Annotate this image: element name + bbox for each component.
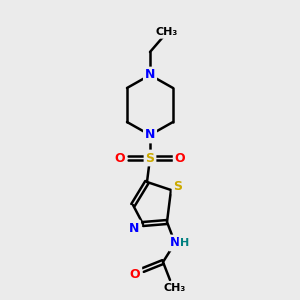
Text: O: O xyxy=(175,152,185,164)
Text: H: H xyxy=(180,238,190,248)
Text: N: N xyxy=(145,68,155,82)
Text: S: S xyxy=(146,152,154,164)
Text: O: O xyxy=(130,268,140,281)
Text: O: O xyxy=(115,152,125,164)
Text: S: S xyxy=(173,181,182,194)
Text: CH₃: CH₃ xyxy=(164,283,186,293)
Text: N: N xyxy=(129,221,139,235)
Text: N: N xyxy=(170,236,180,250)
Text: CH₃: CH₃ xyxy=(156,27,178,37)
Text: N: N xyxy=(145,128,155,142)
